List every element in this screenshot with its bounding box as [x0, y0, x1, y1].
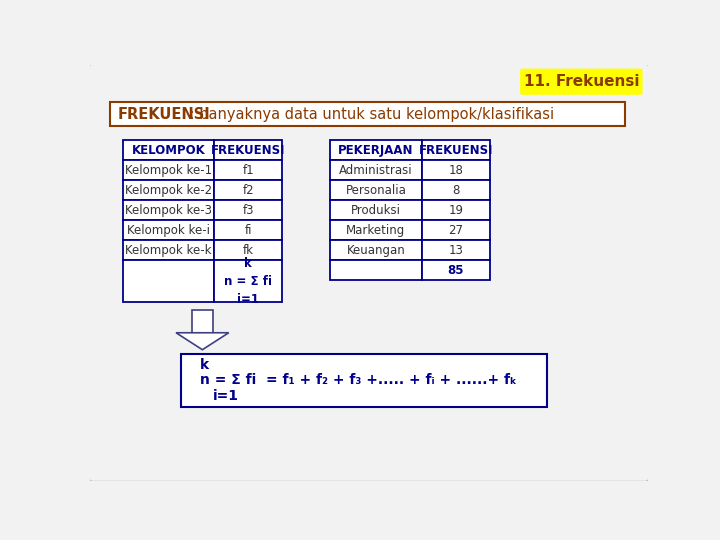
Bar — [122, 220, 214, 240]
Text: f3: f3 — [243, 204, 254, 217]
Polygon shape — [176, 333, 229, 350]
Text: : banyaknya data untuk satu kelompok/klasifikasi: : banyaknya data untuk satu kelompok/kla… — [185, 106, 554, 122]
Text: f2: f2 — [243, 184, 254, 197]
Text: Kelompok ke-2: Kelompok ke-2 — [125, 184, 212, 197]
Text: 8: 8 — [452, 184, 459, 197]
Bar — [422, 180, 490, 200]
Text: 13: 13 — [449, 244, 463, 257]
Text: KELOMPOK: KELOMPOK — [132, 144, 205, 157]
Text: fk: fk — [243, 244, 253, 257]
Text: Administrasi: Administrasi — [339, 164, 413, 177]
Bar — [214, 180, 282, 200]
Bar — [330, 260, 422, 280]
Text: k: k — [200, 358, 210, 372]
Bar — [122, 260, 214, 302]
Text: FREKUENSI: FREKUENSI — [118, 106, 211, 122]
Bar — [422, 200, 490, 220]
Bar — [214, 200, 282, 220]
Bar — [214, 160, 282, 180]
Text: f1: f1 — [243, 164, 254, 177]
Text: Kelompok ke-1: Kelompok ke-1 — [125, 164, 212, 177]
Bar — [214, 220, 282, 240]
Text: Personalia: Personalia — [346, 184, 406, 197]
Text: i=1: i=1 — [212, 389, 238, 403]
Bar — [122, 240, 214, 260]
FancyBboxPatch shape — [110, 102, 625, 126]
Bar — [422, 140, 490, 160]
Text: Kelompok ke-i: Kelompok ke-i — [127, 224, 210, 237]
Bar — [330, 160, 422, 180]
Text: Keuangan: Keuangan — [346, 244, 405, 257]
Bar — [330, 240, 422, 260]
FancyBboxPatch shape — [520, 69, 642, 95]
Text: k
n = Σ fi
i=1: k n = Σ fi i=1 — [224, 256, 272, 306]
Text: n = Σ fi  = f₁ + f₂ + f₃ +..... + fᵢ + ......+ fₖ: n = Σ fi = f₁ + f₂ + f₃ +..... + fᵢ + ..… — [200, 374, 517, 388]
Text: 27: 27 — [449, 224, 463, 237]
Text: FREKUENSI: FREKUENSI — [418, 144, 493, 157]
Text: 85: 85 — [448, 264, 464, 277]
Bar — [422, 240, 490, 260]
Bar — [214, 260, 282, 302]
Text: fi: fi — [244, 224, 252, 237]
Text: FREKUENSI: FREKUENSI — [211, 144, 285, 157]
Bar — [122, 140, 214, 160]
Text: Kelompok ke-3: Kelompok ke-3 — [125, 204, 212, 217]
Bar — [122, 160, 214, 180]
Text: 18: 18 — [449, 164, 463, 177]
Bar — [214, 240, 282, 260]
Bar — [330, 140, 422, 160]
Bar — [214, 140, 282, 160]
Text: 19: 19 — [449, 204, 463, 217]
Bar — [330, 180, 422, 200]
Text: Marketing: Marketing — [346, 224, 405, 237]
Bar — [422, 160, 490, 180]
Bar — [422, 260, 490, 280]
Bar — [122, 200, 214, 220]
Text: 11. Frekuensi: 11. Frekuensi — [523, 74, 639, 89]
Text: Kelompok ke-k: Kelompok ke-k — [125, 244, 212, 257]
Bar — [330, 220, 422, 240]
Bar — [422, 220, 490, 240]
Text: PEKERJAAN: PEKERJAAN — [338, 144, 414, 157]
FancyBboxPatch shape — [89, 63, 649, 482]
FancyBboxPatch shape — [181, 354, 547, 407]
Bar — [122, 180, 214, 200]
Bar — [330, 200, 422, 220]
Text: Produksi: Produksi — [351, 204, 401, 217]
Bar — [192, 309, 213, 333]
